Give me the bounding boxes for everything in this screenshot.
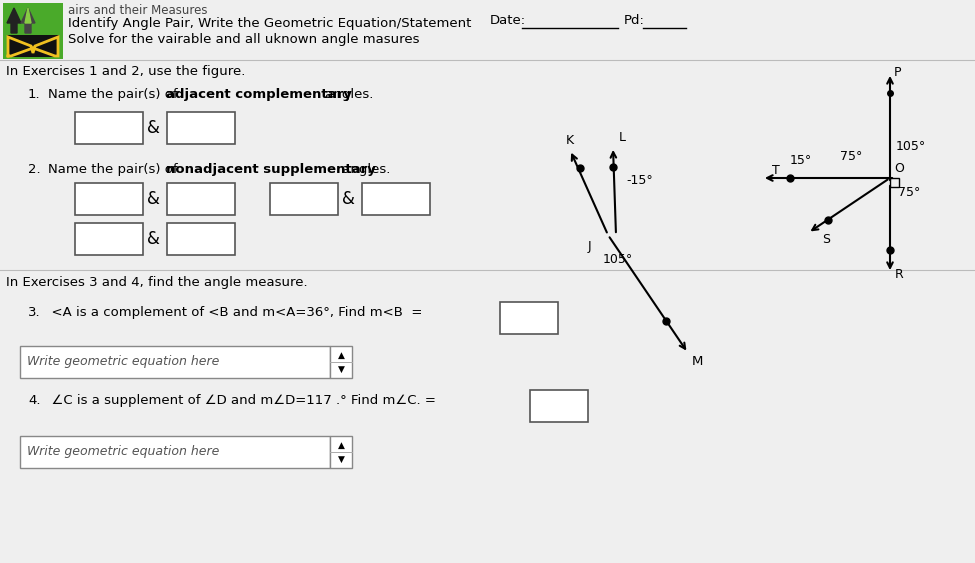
Text: ▼: ▼ [337, 454, 344, 463]
Text: 2.: 2. [28, 163, 41, 176]
Text: S: S [822, 233, 830, 246]
Text: Date:: Date: [490, 14, 526, 27]
Polygon shape [7, 8, 21, 33]
Text: 1.: 1. [28, 88, 41, 101]
Bar [167, 183, 235, 215]
Text: Name the pair(s) of: Name the pair(s) of [48, 88, 182, 101]
Polygon shape [21, 8, 35, 33]
Bar [330, 346, 352, 378]
Text: adjacent complementary: adjacent complementary [166, 88, 352, 101]
Text: 75°: 75° [898, 186, 920, 199]
Bar [167, 223, 235, 255]
Text: R: R [895, 268, 904, 281]
Text: 105°: 105° [603, 253, 633, 266]
Text: Identify Angle Pair, Write the Geometric Equation/Statement: Identify Angle Pair, Write the Geometric… [68, 17, 471, 30]
Bar [75, 183, 143, 215]
Text: J: J [588, 240, 592, 253]
Bar [75, 112, 143, 144]
Text: In Exercises 3 and 4, find the angle measure.: In Exercises 3 and 4, find the angle mea… [6, 276, 308, 289]
Text: Name the pair(s) of: Name the pair(s) of [48, 163, 182, 176]
Text: P: P [894, 66, 902, 79]
Text: L: L [619, 131, 626, 144]
Bar [270, 183, 338, 215]
Text: angles.: angles. [338, 163, 390, 176]
Text: ∠C is a supplement of ∠D and m∠D=117 .° Find m∠C. =: ∠C is a supplement of ∠D and m∠D=117 .° … [43, 394, 436, 407]
Text: <A is a complement of <B and m<A=36°, Find m<B  =: <A is a complement of <B and m<A=36°, Fi… [43, 306, 422, 319]
Text: ▲: ▲ [337, 440, 344, 449]
Bar [7, 35, 59, 57]
Text: nonadjacent supplementary: nonadjacent supplementary [166, 163, 376, 176]
Text: 105°: 105° [896, 140, 926, 153]
Text: &: & [146, 230, 160, 248]
Bar [330, 436, 352, 468]
Bar [167, 112, 235, 144]
Text: airs and their Measures: airs and their Measures [68, 4, 208, 17]
Text: 3.: 3. [28, 306, 41, 319]
Text: K: K [566, 134, 574, 147]
Text: Write geometric equation here: Write geometric equation here [27, 355, 219, 369]
Text: Pd:: Pd: [624, 14, 644, 27]
Text: O: O [894, 162, 904, 175]
Bar [362, 183, 430, 215]
Bar [20, 346, 330, 378]
Bar [890, 178, 899, 187]
Text: 75°: 75° [840, 150, 862, 163]
Text: Write geometric equation here: Write geometric equation here [27, 445, 219, 458]
Text: -15°: -15° [626, 173, 652, 186]
Polygon shape [25, 8, 31, 23]
Text: 4.: 4. [28, 394, 41, 407]
Text: T: T [772, 164, 780, 177]
Text: M: M [692, 355, 703, 368]
Text: ▲: ▲ [337, 351, 344, 360]
Bar [530, 390, 588, 422]
Text: In Exercises 1 and 2, use the figure.: In Exercises 1 and 2, use the figure. [6, 65, 246, 78]
Bar [75, 223, 143, 255]
Text: &: & [146, 119, 160, 137]
Text: &: & [146, 190, 160, 208]
Bar [500, 302, 558, 334]
Text: Solve for the vairable and all uknown angle masures: Solve for the vairable and all uknown an… [68, 33, 419, 46]
Bar [20, 436, 330, 468]
Text: ▼: ▼ [337, 364, 344, 373]
Text: &: & [341, 190, 355, 208]
Text: angles.: angles. [321, 88, 373, 101]
Bar [3, 3, 63, 59]
Text: 15°: 15° [790, 154, 812, 167]
